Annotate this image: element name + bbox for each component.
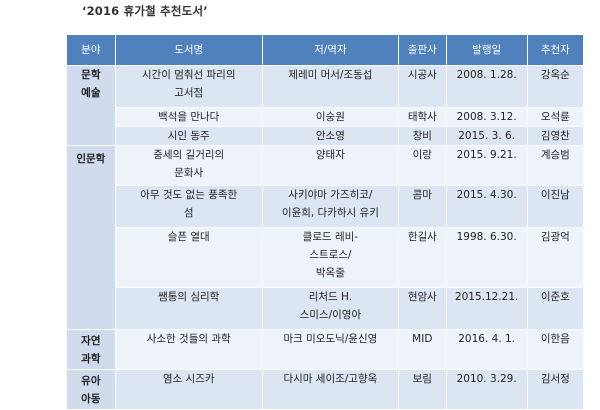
book-recommender: 이진남 <box>526 185 585 228</box>
book-recommender: 오석륜 <box>526 107 585 127</box>
table-row: 인문학 중세의 길거리의 문화사 양태자 이랑 2015. 9.21. 계승범 <box>66 145 585 330</box>
recommended-books-table: 분야 도서명 저/역자 출판사 발행일 추천자 문학 예술 시간이 멈춰선 파리… <box>66 34 585 410</box>
book-date: 2015. 9.21. <box>445 145 528 186</box>
book-title: 시인 동주 <box>114 126 263 146</box>
category-children: 유아 아동 <box>66 369 116 410</box>
table-row: 아무 것도 없는 풍족한 섬 사키야마 가즈히코/ 이윤희, 다카하시 유키 콤… <box>67 185 585 228</box>
book-recommender: 이준호 <box>526 287 585 330</box>
book-title: 쌤통의 심리학 <box>114 287 263 330</box>
book-author: 마크 미오도닉/윤신영 <box>261 329 400 370</box>
book-author: 양태자 <box>261 145 400 186</box>
header-category: 분야 <box>66 34 116 66</box>
table-row: 백석을 만나다 이숭원 태학사 2008. 3.12. 오석륜 <box>67 107 585 127</box>
book-publisher: MID <box>398 329 447 370</box>
table-row: 유아 아동 염소 시즈카 다시마 세이조/고향옥 보림 2010. 3.29. … <box>66 369 585 410</box>
book-date: 1998. 6.30. <box>445 227 528 288</box>
document-title: ‘2016 휴가철 추천도서’ <box>82 4 208 18</box>
book-title: 중세의 길거리의 문화사 <box>114 145 263 186</box>
book-date: 2015. 3. 6. <box>445 126 528 146</box>
book-publisher: 콤마 <box>398 185 447 228</box>
book-recommender: 이한음 <box>526 329 585 370</box>
table-header-row: 분야 도서명 저/역자 출판사 발행일 추천자 <box>66 34 585 66</box>
header-date: 발행일 <box>445 34 528 66</box>
table-row: 쌤통의 심리학 리처드 H. 스미스/이영아 현암사 2015.12.21. 이… <box>67 287 585 330</box>
book-publisher: 시공사 <box>398 65 447 108</box>
header-recommender: 추천자 <box>526 34 585 66</box>
book-author: 제레미 머서/조동섭 <box>261 65 400 108</box>
book-author: 사키야마 가즈히코/ 이윤희, 다카하시 유키 <box>261 185 400 228</box>
book-title: 백석을 만나다 <box>114 107 263 127</box>
book-recommender: 강옥순 <box>526 65 585 108</box>
book-publisher: 한길사 <box>398 227 447 288</box>
table-row: 슬픈 열대 클로드 레비- 스트로스/ 박옥줄 한길사 1998. 6.30. … <box>67 227 585 288</box>
book-recommender: 김영찬 <box>526 126 585 146</box>
book-date: 2010. 3.29. <box>445 369 528 410</box>
book-author: 이숭원 <box>261 107 400 127</box>
book-title: 아무 것도 없는 풍족한 섬 <box>114 185 263 228</box>
book-title: 염소 시즈카 <box>114 369 263 410</box>
book-recommender: 김광억 <box>526 227 585 288</box>
book-publisher: 현암사 <box>398 287 447 330</box>
book-date: 2008. 1.28. <box>445 65 528 108</box>
book-date: 2008. 3.12. <box>445 107 528 127</box>
book-title: 슬픈 열대 <box>114 227 263 288</box>
book-author: 안소영 <box>261 126 400 146</box>
book-date: 2016. 4. 1. <box>445 329 528 370</box>
book-date: 2015.12.21. <box>445 287 528 330</box>
book-title: 시간이 멈춰선 파리의 고서점 <box>114 65 263 108</box>
category-humanities: 인문학 <box>66 145 116 330</box>
book-recommender: 김서정 <box>526 369 585 410</box>
book-author: 클로드 레비- 스트로스/ 박옥줄 <box>261 227 400 288</box>
category-science: 자연 과학 <box>66 329 116 370</box>
table-row: 시인 동주 안소영 창비 2015. 3. 6. 김영찬 <box>67 126 585 146</box>
table-row: 자연 과학 사소한 것들의 과학 마크 미오도닉/윤신영 MID 2016. 4… <box>66 329 585 370</box>
book-author: 다시마 세이조/고향옥 <box>261 369 400 410</box>
book-publisher: 이랑 <box>398 145 447 186</box>
book-author: 리처드 H. 스미스/이영아 <box>261 287 400 330</box>
book-title: 사소한 것들의 과학 <box>114 329 263 370</box>
book-publisher: 태학사 <box>398 107 447 127</box>
header-book-title: 도서명 <box>114 34 263 66</box>
book-publisher: 보림 <box>398 369 447 410</box>
book-publisher: 창비 <box>398 126 447 146</box>
book-recommender: 계승범 <box>526 145 585 186</box>
table-row: 문학 예술 시간이 멈춰선 파리의 고서점 제레미 머서/조동섭 시공사 200… <box>66 65 585 146</box>
header-publisher: 출판사 <box>398 34 447 66</box>
category-literature: 문학 예술 <box>66 65 116 146</box>
book-date: 2015. 4.30. <box>445 185 528 228</box>
header-author: 저/역자 <box>261 34 400 66</box>
